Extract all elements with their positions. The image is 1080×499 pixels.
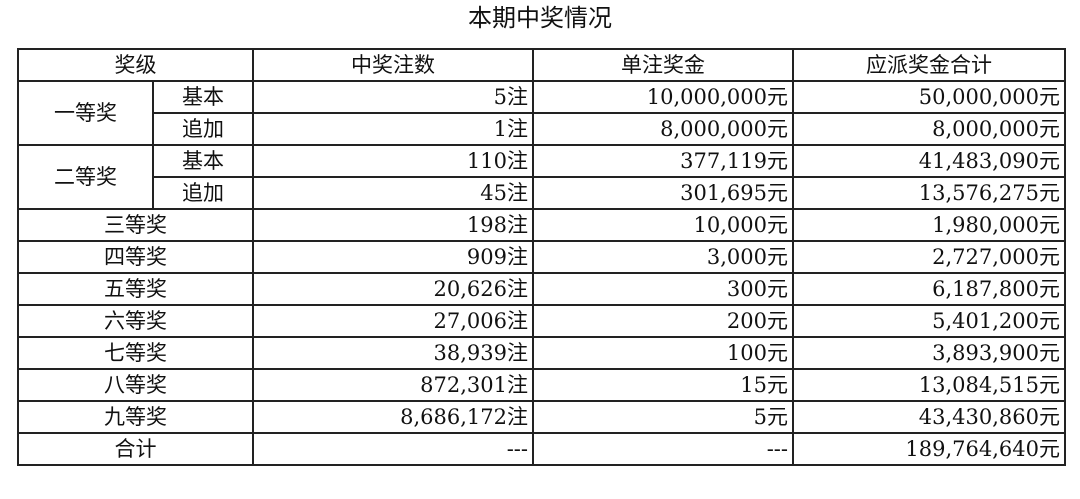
unit-prize-cell: 377,119元: [532, 144, 794, 178]
table-row: 二等奖 基本 110注 377,119元 41,483,090元: [17, 144, 1066, 210]
table-row: 一等奖 基本 5注 10,000,000元 50,000,000元: [17, 80, 1066, 146]
prize-level-cell: 二等奖: [17, 144, 154, 210]
unit-prize-cell: ---: [532, 432, 794, 466]
unit-prize-cell: 200元: [532, 304, 794, 338]
unit-prize-cell: 300元: [532, 272, 794, 306]
unit-prize-cell: 10,000元: [532, 208, 794, 242]
winner-count-cell: 909注: [252, 240, 534, 274]
prize-level-cell: 三等奖: [17, 208, 254, 242]
page-title: 本期中奖情况: [468, 4, 612, 32]
unit-prize-cell: 10,000,000元: [532, 80, 794, 114]
total-prize-cell: 8,000,000元: [792, 112, 1066, 146]
table-row: 四等奖 909注 3,000元 2,727,000元: [17, 240, 1066, 274]
prize-level-cell: 七等奖: [17, 336, 254, 370]
table-row: 追加 45注 301,695元 13,576,275元: [18, 176, 1066, 210]
winner-count-cell: 45注: [252, 176, 534, 210]
table-row: 八等奖 872,301注 15元 13,084,515元: [17, 368, 1066, 402]
total-prize-cell: 6,187,800元: [792, 272, 1066, 306]
prize-table: 奖级 中奖注数 单注奖金 应派奖金合计 一等奖 基本 5注 10,000,000元 50…: [17, 48, 1066, 466]
prize-subtype-cell: 追加: [152, 176, 254, 210]
total-prize-cell: 13,084,515元: [792, 368, 1066, 402]
prize-subtype-cell: 追加: [152, 112, 254, 146]
table-row: 九等奖 8,686,172注 5元 43,430,860元: [17, 400, 1066, 434]
header-total: 应派奖金合计: [792, 48, 1066, 82]
prize-level-cell: 四等奖: [17, 240, 254, 274]
table-row: 三等奖 198注 10,000元 1,980,000元: [17, 208, 1066, 242]
prize-level-cell: 合计: [17, 432, 254, 466]
unit-prize-cell: 100元: [532, 336, 794, 370]
header-count: 中奖注数: [252, 48, 534, 82]
header-level: 奖级: [17, 48, 254, 82]
prize-subtype-cell: 基本: [152, 144, 254, 178]
total-prize-cell: 50,000,000元: [792, 80, 1066, 114]
winner-count-cell: 198注: [252, 208, 534, 242]
winner-count-cell: 5注: [252, 80, 534, 114]
unit-prize-cell: 3,000元: [532, 240, 794, 274]
prize-level-cell: 一等奖: [17, 80, 154, 146]
unit-prize-cell: 15元: [532, 368, 794, 402]
total-prize-cell: 2,727,000元: [792, 240, 1066, 274]
total-prize-cell: 5,401,200元: [792, 304, 1066, 338]
total-prize-cell: 3,893,900元: [792, 336, 1066, 370]
header-row: 奖级 中奖注数 单注奖金 应派奖金合计: [17, 48, 1066, 82]
table-row: 追加 1注 8,000,000元 8,000,000元: [18, 112, 1066, 146]
unit-prize-cell: 5元: [532, 400, 794, 434]
prize-subtype-cell: 基本: [152, 80, 254, 114]
unit-prize-cell: 8,000,000元: [532, 112, 794, 146]
winner-count-cell: 38,939注: [252, 336, 534, 370]
winner-count-cell: 110注: [252, 144, 534, 178]
winner-count-cell: 27,006注: [252, 304, 534, 338]
table-row: 五等奖 20,626注 300元 6,187,800元: [17, 272, 1066, 306]
prize-level-cell: 五等奖: [17, 272, 254, 306]
total-prize-cell: 43,430,860元: [792, 400, 1066, 434]
total-prize-cell: 189,764,640元: [792, 432, 1066, 466]
unit-prize-cell: 301,695元: [532, 176, 794, 210]
winner-count-cell: ---: [252, 432, 534, 466]
prize-level-cell: 九等奖: [17, 400, 254, 434]
prize-level-cell: 六等奖: [17, 304, 254, 338]
winner-count-cell: 8,686,172注: [252, 400, 534, 434]
table-row: 合计 --- --- 189,764,640元: [17, 432, 1066, 466]
table-row: 七等奖 38,939注 100元 3,893,900元: [17, 336, 1066, 370]
winner-count-cell: 872,301注: [252, 368, 534, 402]
table-row: 六等奖 27,006注 200元 5,401,200元: [17, 304, 1066, 338]
total-prize-cell: 41,483,090元: [792, 144, 1066, 178]
winner-count-cell: 1注: [252, 112, 534, 146]
total-prize-cell: 1,980,000元: [792, 208, 1066, 242]
total-prize-cell: 13,576,275元: [792, 176, 1066, 210]
winner-count-cell: 20,626注: [252, 272, 534, 306]
header-prize: 单注奖金: [532, 48, 794, 82]
prize-level-cell: 八等奖: [17, 368, 254, 402]
